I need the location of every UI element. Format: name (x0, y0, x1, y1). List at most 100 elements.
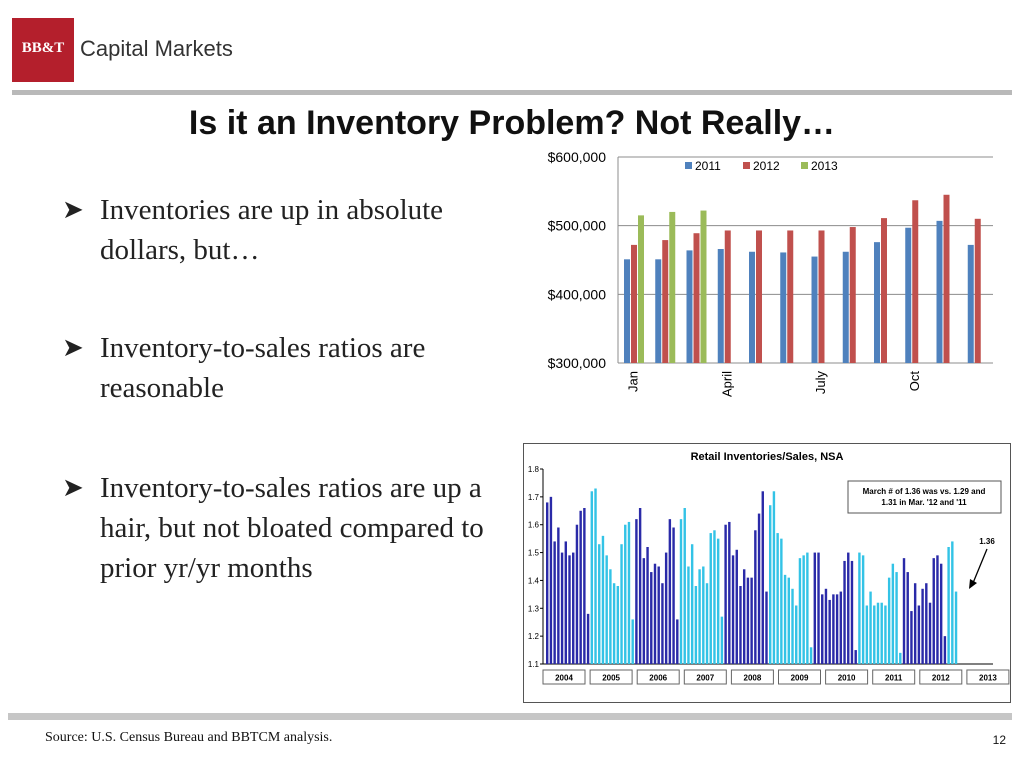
ratio-bar (835, 594, 839, 664)
ratio-bar (798, 558, 802, 664)
x-tick-label: Oct (907, 371, 922, 392)
ratio-bar (839, 591, 843, 664)
ratio-bar (560, 552, 564, 664)
ratio-bar (650, 572, 653, 664)
ratio-bar (716, 538, 720, 664)
bar-2012 (974, 218, 981, 363)
year-text: 2007 (696, 674, 714, 683)
bullet-text: Inventory-to-sales ratios are up a hair,… (100, 472, 484, 584)
ratio-bar (761, 491, 764, 664)
bar-2011 (811, 256, 818, 363)
year-label: 2011 (872, 669, 916, 685)
ratio-bar (572, 552, 575, 664)
y-tick-label: $500,000 (548, 218, 607, 234)
ratio-bar (627, 521, 631, 664)
brand-logo: BB&T (12, 18, 74, 82)
ratio-bar (546, 502, 549, 664)
bullet-text: Inventory-to-sales ratios are reasonable (100, 332, 426, 404)
ratio-bar (861, 555, 865, 664)
bar-2011 (780, 252, 787, 363)
ratio-bar (876, 602, 880, 664)
logo-mark: BB&T (21, 40, 65, 56)
ratio-bar (899, 652, 902, 664)
ratio-bar (664, 552, 668, 664)
ratio-bar (921, 588, 924, 664)
y-tick-label: 1.8 (528, 465, 540, 474)
ratio-bar (583, 508, 586, 664)
x-tick-label: April (719, 371, 734, 397)
header-divider (12, 90, 1012, 95)
ratio-bar (843, 560, 846, 664)
year-box (730, 669, 774, 685)
y-tick-label: $600,000 (548, 149, 607, 165)
ratio-bar (713, 530, 716, 664)
y-tick-label: 1.6 (528, 521, 540, 530)
ratio-bar (813, 552, 817, 664)
ratio-bar (769, 505, 772, 664)
ratio-bar (802, 555, 805, 664)
year-label: 2007 (683, 669, 727, 685)
y-tick-label: $400,000 (548, 286, 607, 302)
annotation-box (847, 480, 1002, 514)
ratio-bar (869, 591, 872, 664)
ratio-bar (702, 566, 705, 664)
y-tick-label: 1.1 (528, 660, 540, 669)
ratio-bar (605, 555, 608, 664)
ratio-bar (873, 605, 876, 664)
logo-text: Capital Markets (80, 36, 233, 61)
ratio-bar (724, 524, 727, 664)
ratio-bar (791, 588, 794, 664)
ratio-bar (809, 647, 813, 664)
year-text: 2008 (744, 674, 762, 683)
arrow-bullet-icon: ➤ (62, 473, 84, 502)
ratio-bar (638, 508, 642, 664)
ratio-bar (910, 611, 913, 664)
ratio-bar (880, 602, 883, 664)
ratio-bar (865, 605, 869, 664)
bar-2011 (936, 220, 943, 363)
ratio-bar (709, 533, 712, 664)
bar-2013 (700, 210, 707, 363)
ratio-bar (735, 549, 738, 664)
ratio-bar (631, 619, 634, 664)
bar-2012 (631, 244, 637, 363)
year-text: 2010 (838, 674, 856, 683)
year-box (636, 669, 680, 685)
bar-2011 (686, 250, 693, 363)
ratio-bar (579, 510, 582, 664)
ratio-bar (690, 544, 694, 664)
ratio-bar (720, 616, 724, 664)
ratio-bar (821, 594, 824, 664)
bar-2013 (669, 211, 676, 363)
annotation-arrow (972, 548, 988, 584)
ratio-bar (635, 519, 638, 664)
ratio-bar (698, 569, 701, 664)
year-box (872, 669, 916, 685)
ratio-bar (902, 558, 906, 664)
bar-2011 (749, 251, 755, 363)
ratio-bar (612, 583, 616, 664)
annotation-line: 1.31 in Mar. '12 and '11 (881, 498, 967, 507)
ratio-bar (954, 591, 958, 664)
ratio-bar (746, 577, 750, 664)
year-box (589, 669, 633, 685)
year-text: 2005 (602, 674, 620, 683)
ratio-bar (731, 555, 735, 664)
y-tick-label: $300,000 (548, 355, 607, 371)
ratio-bar (947, 547, 950, 664)
ratio-bar (705, 583, 709, 664)
ratio-bar (549, 496, 553, 664)
ratio-bar (943, 636, 947, 664)
bar-2012 (818, 230, 825, 363)
ratio-bar (594, 488, 597, 664)
ratio-bar (832, 594, 835, 664)
arrowhead-icon (969, 579, 977, 589)
ratio-bar (564, 541, 567, 664)
arrow-label: 1.36 (979, 537, 995, 546)
year-box (825, 669, 869, 685)
ratio-bar (913, 583, 917, 664)
annotation-text: March # of 1.36 was vs. 1.29 and 1.31 in … (863, 487, 986, 507)
ratio-bar (728, 521, 731, 664)
ratio-bar (765, 591, 768, 664)
bar-2012 (912, 200, 919, 363)
